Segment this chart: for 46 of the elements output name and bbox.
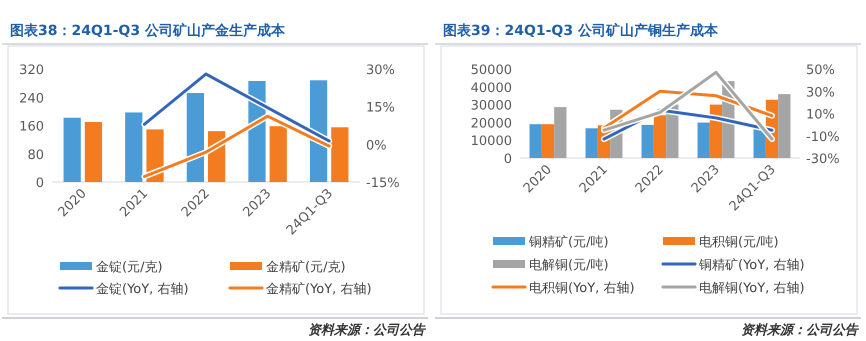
y2-tick-label: 30% — [366, 63, 395, 78]
bar — [586, 128, 598, 158]
y2-tick-label: -10% — [806, 130, 840, 145]
bar — [654, 115, 666, 158]
bar — [542, 124, 554, 158]
bar — [64, 118, 81, 182]
bar — [642, 124, 654, 158]
bar — [530, 124, 542, 158]
legend-label: 金精矿(元/克) — [266, 260, 346, 275]
y-tick-label: 0 — [504, 152, 512, 167]
y-tick-label: 20000 — [470, 116, 512, 132]
y-tick-label: 80 — [27, 148, 44, 163]
bar — [554, 107, 566, 158]
legend-label: 铜精矿(YoY, 右轴) — [698, 258, 805, 273]
chart-title: 图表38：24Q1-Q3 公司矿山产金生产成本 — [10, 22, 286, 39]
legend-label: 电解铜(YoY, 右轴) — [699, 281, 805, 296]
legend-label: 电解铜(元/吨) — [529, 258, 609, 273]
y-tick-label: 10000 — [470, 134, 512, 150]
text: 资料来源：公司公告 — [741, 322, 860, 338]
y-tick-label: 50000 — [470, 63, 512, 78]
legend-label: 金精矿(YoY, 右轴) — [266, 282, 372, 297]
bar — [125, 112, 142, 182]
bar — [186, 93, 204, 182]
y2-tick-label: 15% — [366, 100, 395, 116]
y-tick-label: 0 — [36, 176, 44, 191]
bar — [84, 122, 102, 182]
bar — [778, 94, 790, 158]
bar — [698, 122, 710, 158]
y2-tick-label: 10% — [806, 108, 835, 122]
y2-tick-label: -30% — [806, 152, 840, 167]
legend-label: 金锭(元/克) — [96, 260, 163, 275]
y2-tick-label: -15% — [366, 176, 400, 191]
y-tick-label: 320 — [19, 63, 44, 78]
chart-title: 图表39：24Q1-Q3 公司矿山产铜生产成本 — [443, 22, 719, 39]
y2-tick-label: 0% — [366, 138, 387, 154]
legend-label: 铜精矿(元/吨) — [528, 235, 609, 250]
y-tick-label: 240 — [19, 91, 44, 106]
y2-tick-label: 30% — [806, 85, 835, 100]
y-tick-label: 160 — [19, 120, 44, 134]
y-tick-label: 30000 — [470, 98, 512, 114]
y-tick-label: 40000 — [470, 80, 512, 96]
legend-label: 电积铜(元/吨) — [699, 235, 779, 250]
legend-label: 电积铜(YoY, 右轴) — [529, 281, 635, 296]
legend-label: 金锭(YoY, 右轴) — [96, 282, 189, 297]
text: 资料来源：公司公告 — [308, 322, 427, 338]
y2-tick-label: 50% — [806, 63, 835, 78]
